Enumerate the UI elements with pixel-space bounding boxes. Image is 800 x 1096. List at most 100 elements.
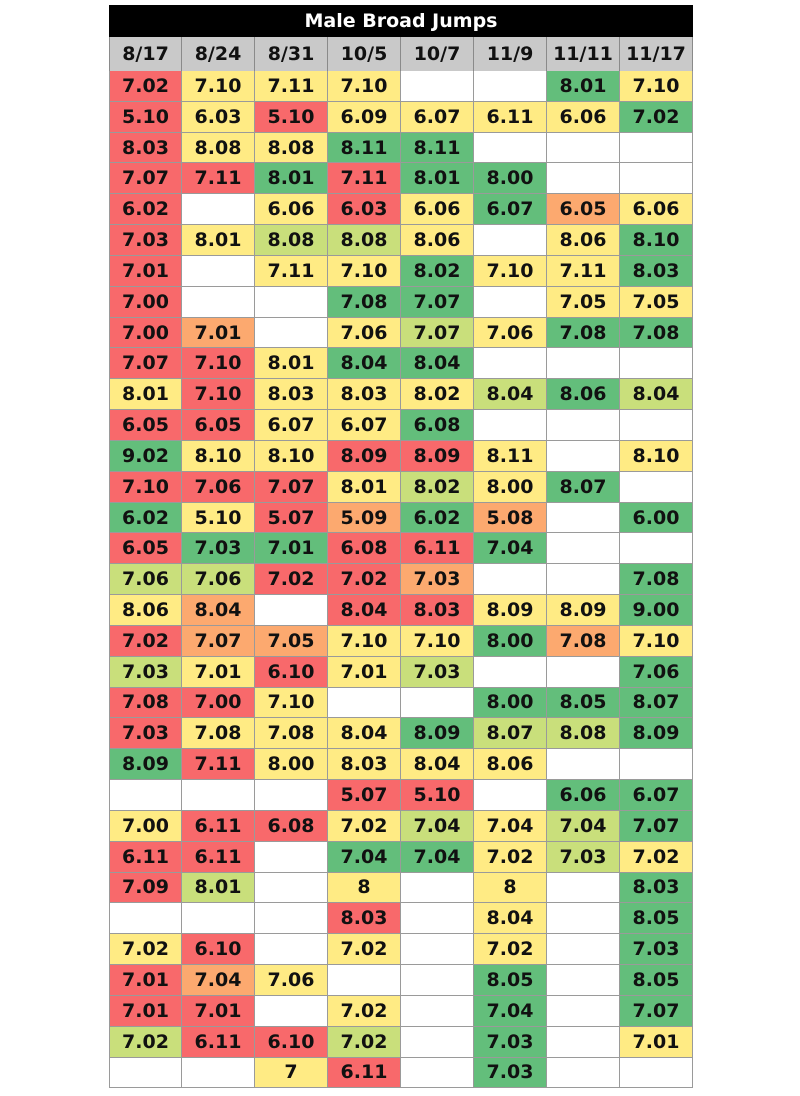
table-cell: 7.06 xyxy=(328,317,401,349)
table-row: 7.08 7.00 7.10 8.00 8.05 8.07 xyxy=(109,687,693,719)
table-cell: 7.00 xyxy=(109,286,182,318)
table-cell: 7.05 xyxy=(547,286,620,318)
table-cell: 7.02 xyxy=(109,625,182,657)
table-cell: 6.10 xyxy=(182,934,255,966)
table-cell: 7.02 xyxy=(620,101,693,133)
table-row: 7.07 7.11 8.01 7.11 8.01 8.00 xyxy=(109,163,693,195)
table-cell: 7.02 xyxy=(109,934,182,966)
table-cell xyxy=(547,965,620,996)
table-cell xyxy=(620,132,693,164)
table-cell: 6.11 xyxy=(182,810,255,842)
table-cell: 8.06 xyxy=(547,225,620,256)
column-header: 10/7 xyxy=(401,37,474,72)
table-cell: 7.01 xyxy=(109,995,182,1027)
table-cell: 7.01 xyxy=(182,317,255,349)
table-cell: 7.07 xyxy=(255,471,328,503)
table-cell: 7.09 xyxy=(109,872,182,904)
table-cell xyxy=(547,656,620,688)
table-cell: 8.04 xyxy=(401,749,474,781)
table-cell xyxy=(547,502,620,534)
table-row: 8.09 7.11 8.00 8.03 8.04 8.06 xyxy=(109,749,693,781)
table-row: 8.03 8.04 8.05 xyxy=(109,903,693,935)
table-cell: 7.05 xyxy=(620,286,693,318)
table-cell: 7.02 xyxy=(328,810,401,842)
table-cell: 7.06 xyxy=(620,656,693,688)
table-cell xyxy=(182,255,255,287)
table-cell xyxy=(182,194,255,226)
table-cell: 8.03 xyxy=(328,379,401,411)
table-cell: 7.07 xyxy=(109,348,182,380)
table-cell: 8.03 xyxy=(328,749,401,781)
table-cell: 6.07 xyxy=(328,410,401,441)
table-cell: 7.06 xyxy=(182,471,255,503)
table-row: 9.02 8.10 8.10 8.09 8.09 8.11 8.10 xyxy=(109,440,693,472)
table-cell xyxy=(620,163,693,195)
table-cell: 9.02 xyxy=(109,440,182,472)
table-row: 7 6.11 7.03 xyxy=(109,1057,693,1089)
table-cell: 7.02 xyxy=(109,71,182,102)
table-cell xyxy=(255,872,328,904)
table-cell: 8 xyxy=(474,872,547,904)
table-cell: 7.10 xyxy=(474,255,547,287)
table-cell: 7.04 xyxy=(401,810,474,842)
table-cell: 8.04 xyxy=(328,348,401,380)
table-cell: 7.10 xyxy=(328,625,401,657)
table-cell: 7.03 xyxy=(109,718,182,750)
table-cell: 8.09 xyxy=(401,718,474,750)
table-cell: 7.01 xyxy=(328,656,401,688)
table-cell: 7.02 xyxy=(328,564,401,596)
table-cell xyxy=(620,749,693,781)
table-cell xyxy=(547,410,620,441)
table-cell xyxy=(182,1057,255,1089)
table-cell: 7.10 xyxy=(401,625,474,657)
table-cell: 7.10 xyxy=(255,687,328,719)
table-cell: 7.00 xyxy=(109,810,182,842)
table-cell xyxy=(255,995,328,1027)
table-cell xyxy=(401,687,474,719)
table-cell: 7.08 xyxy=(328,286,401,318)
table-cell xyxy=(474,348,547,380)
table-cell xyxy=(547,533,620,565)
table-cell: 7.07 xyxy=(401,286,474,318)
table-cell: 6.08 xyxy=(255,810,328,842)
table-cell: 7.07 xyxy=(109,163,182,195)
table-row: 6.02 6.06 6.03 6.06 6.07 6.05 6.06 xyxy=(109,194,693,226)
table-cell: 7.07 xyxy=(401,317,474,349)
table-cell: 7.10 xyxy=(182,379,255,411)
table-cell xyxy=(474,286,547,318)
table-cell xyxy=(255,903,328,935)
table-cell xyxy=(474,132,547,164)
table-cell: 6.11 xyxy=(474,101,547,133)
column-header: 11/9 xyxy=(474,37,547,72)
table-cell xyxy=(401,1057,474,1089)
table-cell: 8.05 xyxy=(620,965,693,996)
table-cell: 8.04 xyxy=(328,718,401,750)
table-cell xyxy=(182,903,255,935)
table-cell: 8.01 xyxy=(182,872,255,904)
table-cell: 6.06 xyxy=(255,194,328,226)
column-header: 8/17 xyxy=(109,37,182,72)
table-cell: 8.04 xyxy=(474,379,547,411)
table-cell: 6.02 xyxy=(109,194,182,226)
table-cell: 6.05 xyxy=(109,410,182,441)
table-row: 7.02 7.10 7.11 7.10 8.01 7.10 xyxy=(109,71,693,102)
table-cell: 7.08 xyxy=(255,718,328,750)
table-cell: 7.04 xyxy=(474,533,547,565)
table-cell xyxy=(401,965,474,996)
table-cell: 8.05 xyxy=(547,687,620,719)
table-cell: 5.07 xyxy=(328,780,401,811)
table-cell: 7.11 xyxy=(547,255,620,287)
table-row: 8.01 7.10 8.03 8.03 8.02 8.04 8.06 8.04 xyxy=(109,379,693,411)
table-cell: 5.08 xyxy=(474,502,547,534)
table-cell xyxy=(109,1057,182,1089)
table-row: 7.02 7.07 7.05 7.10 7.10 8.00 7.08 7.10 xyxy=(109,625,693,657)
table-cell: 6.02 xyxy=(109,502,182,534)
table-row: 7.10 7.06 7.07 8.01 8.02 8.00 8.07 xyxy=(109,471,693,503)
table-cell xyxy=(620,471,693,503)
table-cell: 5.09 xyxy=(328,502,401,534)
table-cell: 8.03 xyxy=(255,379,328,411)
table-cell xyxy=(547,163,620,195)
table-cell xyxy=(620,533,693,565)
table-cell: 7.02 xyxy=(474,934,547,966)
table-cell: 8 xyxy=(328,872,401,904)
